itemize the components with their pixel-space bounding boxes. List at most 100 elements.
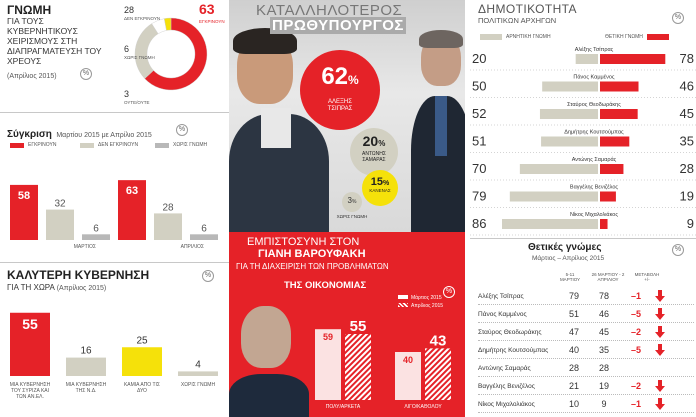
better-gov-category: ΤΗΣ Ν.Δ. (76, 388, 97, 394)
popularity-pos-bar (600, 54, 666, 64)
popularity-pos-bar (600, 109, 638, 119)
change-cell: –2 (630, 381, 641, 391)
better-gov-bar (122, 347, 162, 376)
bubble-tsipras: 62% ΑΛΕΞΗΣ ΤΣΙΠΡΑΣ (300, 50, 380, 130)
better-gov-value: 4 (195, 359, 201, 370)
percent-icon: % (443, 286, 455, 298)
bubble-samaras: 20% ΑΝΤΩΝΗΣ ΣΑΜΑΡΑΣ (350, 128, 398, 176)
down-arrow-icon (654, 398, 666, 410)
donut-label-disapprove: ΔΕΝ ΕΓΚΡΙΝΟΥΝ (124, 16, 160, 21)
trust-category: ΛΙΓΟ/ΚΑΘΟΛΟΥ (404, 404, 442, 410)
compare-legend: ΕΓΚΡΙΝΟΥΝ ΔΕΝ ΕΓΚΡΙΝΟΥΝ ΧΩΡΙΣ ΓΝΩΜΗ (10, 142, 220, 148)
popularity-name: Νίκος Μιχαλολιάκος (570, 211, 618, 218)
positive-title: Θετικές γνώμες (528, 242, 602, 253)
name-cell: Πάνος Καμμένος (478, 311, 527, 318)
legend-swatch-disapprove (80, 142, 94, 148)
pm-title-2: ΠΡΩΘΥΠΟΥΡΓΟΣ (270, 17, 406, 34)
donut-slice-1 (134, 23, 159, 79)
popularity-neg-value: 86 (472, 216, 486, 231)
donut-slice-3 (164, 17, 172, 31)
legend-negative: ΑΡΝΗΤΙΚΗ ΓΝΩΜΗ (506, 34, 551, 40)
legend-swatch-noopinion (155, 142, 169, 148)
march-cell: 21 (568, 381, 579, 391)
april-cell: 35 (598, 345, 609, 355)
compare-subtitle: Μαρτίου 2015 με Απρίλιο 2015 (56, 132, 152, 139)
popularity-neg-value: 52 (472, 106, 486, 121)
better-gov-bar (10, 312, 50, 376)
popularity-pos-value: 45 (680, 106, 694, 121)
percent-icon: % (672, 244, 684, 256)
better-gov-category: ΔΥΟ (137, 388, 147, 394)
better-gov-title: ΚΑΛΥΤΕΡΗ ΚΥΒΕΡΝΗΣΗ (7, 268, 150, 282)
donut-label-approve: ΕΓΚΡΙΝΟΥΝ (199, 19, 225, 24)
better-gov-category: ΜΙΑ ΚΥΒΕΡΝΗΣΗ (66, 382, 107, 388)
change-cell: –1 (630, 399, 641, 409)
donut-slice-0 (144, 17, 208, 91)
bubble-samaras-value: 20 (362, 133, 379, 149)
table-row: Βαγγέλης Βενιζέλος 21 19 –2 (478, 378, 694, 395)
change-cell: –5 (630, 309, 641, 319)
april-cell: 45 (598, 327, 609, 337)
trust-line4: ΤΗΣ ΟΙΚΟΝΟΜΙΑΣ (284, 280, 367, 291)
better-gov-subtitle: ΓΙΑ ΤΗ ΧΩΡΑ (7, 283, 55, 292)
compare-bar (10, 184, 38, 240)
april-cell: 28 (598, 363, 609, 373)
april-cell: 78 (598, 291, 609, 301)
popularity-neg-bar (541, 136, 598, 147)
popularity-pos-value: 28 (680, 161, 694, 176)
positive-subtitle: Μάρτιος – Απρίλιος 2015 (532, 255, 605, 262)
compare-title: Σύγκριση (7, 129, 52, 140)
compare-bar (82, 234, 110, 240)
table-row: Δημήτρης Κουτσούμπας 40 35 –5 (478, 342, 694, 359)
march-cell: 47 (568, 327, 579, 337)
trust-value: 59 (323, 332, 333, 342)
march-cell: 10 (568, 399, 579, 409)
popularity-pos-bar (600, 191, 616, 202)
percent-icon: % (176, 124, 188, 136)
col-header-april: 26 ΜΑΡΤΙΟΥ - 2 ΑΠΡΙΛΙΟΥ (591, 272, 625, 282)
popularity-neg-value: 50 (472, 79, 486, 94)
popularity-pos-value: 78 (680, 51, 694, 66)
march-cell: 51 (568, 309, 579, 319)
popularity-neg-value: 20 (472, 51, 486, 66)
compare-category: ΜΑΡΤΙΟΣ (74, 244, 96, 250)
legend-noopinion: ΧΩΡΙΣ ΓΝΩΜΗ (173, 142, 208, 148)
legend-disapprove: ΔΕΝ ΕΓΚΡΙΝΟΥΝ (98, 142, 139, 148)
compare-value: 58 (18, 190, 30, 202)
bubble-none: 15% ΚΑΝΕΝΑΣ (362, 170, 398, 206)
legend-swatch-approve (10, 142, 24, 148)
better-gov-bar (178, 371, 218, 376)
march-cell: 28 (568, 363, 579, 373)
donut-label-noopinion: ΧΩΡΙΣ ΓΝΩΜΗ (124, 55, 155, 60)
donut-label-disapprove-value: 28 (124, 5, 134, 15)
samaras-photo (411, 30, 465, 232)
trust-value: 43 (430, 332, 447, 349)
percent-icon: % (80, 68, 92, 80)
popularity-neg-value: 51 (472, 134, 486, 149)
down-arrow-icon (654, 344, 666, 356)
down-arrow-icon (654, 308, 666, 320)
popularity-neg-bar (509, 191, 598, 202)
compare-value: 32 (54, 199, 66, 210)
bubble-noopinion-value: 3 (347, 196, 352, 205)
table-row: Αντώνης Σαμαράς 28 28 (478, 360, 694, 377)
name-cell: Βαγγέλης Βενιζέλος (478, 383, 535, 390)
trust-line1: ΕΜΠΙΣΤΟΣΥΝΗ ΣΤΟΝ (247, 236, 360, 248)
legend-approve: ΕΓΚΡΙΝΟΥΝ (28, 142, 57, 148)
popularity-pos-bar (600, 136, 630, 147)
legend-positive: ΘΕΤΙΚΗ ΓΝΩΜΗ (605, 34, 643, 40)
trust-bar (315, 329, 341, 400)
legend-april: Απρίλιος 2015 (411, 303, 444, 309)
change-cell: –5 (630, 345, 641, 355)
trust-bar (425, 348, 451, 400)
col-header-march: 5-11 ΜΑΡΤΙΟΥ (559, 272, 581, 282)
opinion-donut: 63 ΕΓΚΡΙΝΟΥΝ 28 ΔΕΝ ΕΓΚΡΙΝΟΥΝ 6 ΧΩΡΙΣ ΓΝ… (124, 1, 225, 105)
popularity-name: Δημήτρης Κουτσούμπας (564, 129, 624, 136)
name-cell: Αντώνης Σαμαράς (478, 365, 531, 372)
compare-bar (190, 234, 218, 240)
legend-swatch-april (398, 303, 408, 307)
better-gov-category: ΧΩΡΙΣ ΓΝΩΜΗ (181, 382, 216, 388)
trust-category: ΠΟΛΥ/ΑΡΚΕΤΑ (326, 404, 361, 410)
compare-bar (46, 209, 74, 240)
